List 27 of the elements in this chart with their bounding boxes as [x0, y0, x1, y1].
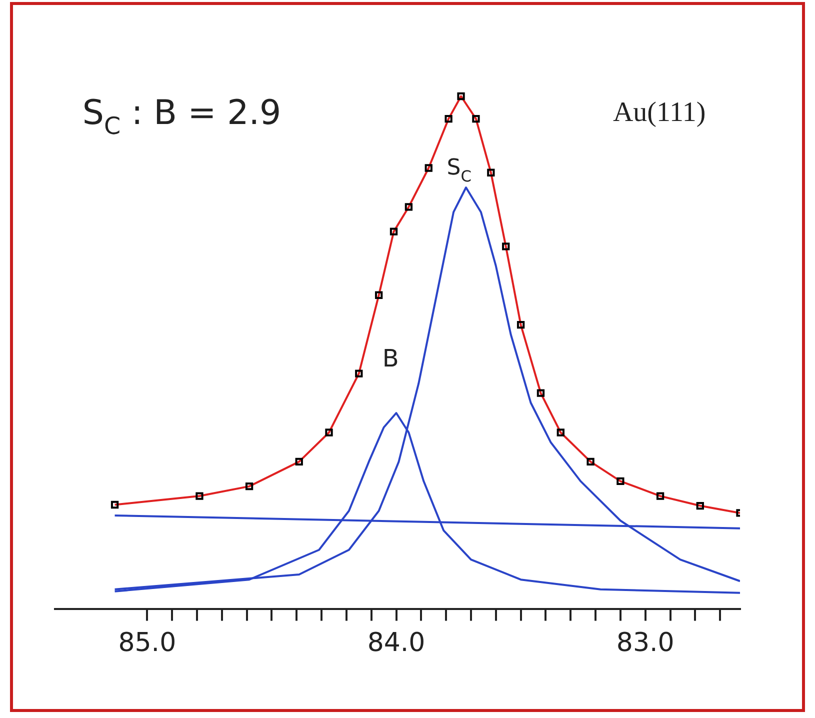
point	[444, 114, 452, 123]
point	[355, 370, 363, 378]
point	[390, 228, 398, 236]
point	[502, 242, 510, 250]
point	[656, 492, 664, 500]
annotation: B	[382, 344, 399, 372]
point	[696, 502, 704, 510]
point	[472, 114, 480, 123]
point	[196, 492, 204, 500]
point	[536, 389, 545, 397]
x-tick-label: 84.0	[367, 628, 426, 658]
x-tick-label: 83.0	[616, 628, 674, 658]
point	[586, 458, 594, 466]
point	[424, 164, 432, 172]
point	[457, 92, 465, 100]
point	[295, 458, 303, 466]
point	[556, 428, 564, 436]
point	[374, 291, 383, 299]
annotation: Au(111)	[612, 97, 706, 128]
point	[325, 428, 333, 436]
point	[110, 500, 119, 509]
point	[245, 482, 254, 490]
point	[404, 203, 413, 211]
x-tick-label: 85.0	[118, 628, 176, 658]
point	[616, 477, 624, 486]
point	[487, 168, 495, 176]
point	[516, 321, 525, 329]
